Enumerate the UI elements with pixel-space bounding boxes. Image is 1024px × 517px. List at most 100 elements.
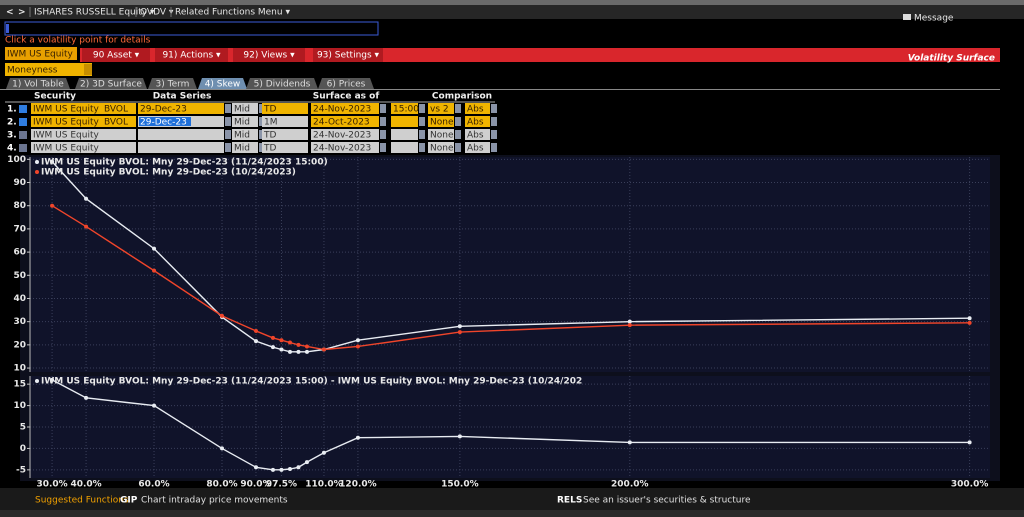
field-value[interactable]: BVOL	[104, 105, 128, 115]
data-point[interactable]	[287, 340, 292, 345]
data-point[interactable]	[457, 324, 462, 329]
data-point[interactable]	[220, 446, 224, 451]
data-point[interactable]	[253, 465, 258, 470]
field-value[interactable]: None	[430, 144, 454, 154]
tab[interactable]	[75, 78, 147, 89]
field-value[interactable]: 24-Nov-2023	[313, 105, 371, 115]
data-point[interactable]	[287, 467, 292, 471]
data-point[interactable]	[50, 377, 55, 382]
field-value[interactable]: TD	[263, 144, 276, 154]
function-desc[interactable]: See an issuer's securities & structure	[583, 496, 751, 506]
menu-button-label[interactable]: 90 Asset ▾	[93, 51, 140, 61]
data-point[interactable]	[304, 344, 309, 349]
field-drop[interactable]	[419, 130, 425, 139]
field[interactable]	[391, 129, 418, 140]
field[interactable]	[311, 103, 379, 114]
data-point[interactable]	[304, 349, 309, 354]
data-point[interactable]	[296, 349, 301, 354]
row-checkbox[interactable]	[19, 131, 27, 139]
field[interactable]	[102, 116, 136, 127]
field[interactable]	[465, 129, 490, 140]
field[interactable]	[465, 116, 490, 127]
field[interactable]	[465, 142, 490, 153]
field-drop[interactable]	[419, 143, 425, 152]
field-value[interactable]: 24-Oct-2023	[313, 118, 370, 128]
field[interactable]	[465, 103, 490, 114]
field[interactable]	[232, 116, 258, 127]
field-value[interactable]: 29-Dec-23	[140, 105, 187, 115]
field[interactable]	[31, 129, 102, 140]
field-drop[interactable]	[380, 117, 386, 126]
field[interactable]	[428, 116, 454, 127]
field-value[interactable]: 1M	[264, 118, 278, 128]
data-point[interactable]	[84, 395, 89, 400]
tab-label[interactable]: 1) Vol Table	[12, 80, 64, 90]
menu-button[interactable]	[313, 48, 383, 62]
field-drop[interactable]	[380, 130, 386, 139]
field[interactable]	[262, 116, 308, 127]
field-value[interactable]: Abs	[467, 131, 484, 141]
data-point[interactable]	[270, 345, 275, 350]
field-value[interactable]: IWM US Equity	[33, 131, 99, 141]
field[interactable]	[428, 129, 454, 140]
field-drop[interactable]	[225, 104, 231, 113]
data-point[interactable]	[84, 196, 89, 201]
data-point[interactable]	[457, 434, 462, 439]
field[interactable]	[31, 116, 102, 127]
data-point[interactable]	[152, 403, 157, 408]
data-point[interactable]	[967, 440, 972, 445]
field-value[interactable]: Mid	[234, 131, 250, 141]
toolbar-item[interactable]: ISHARES RUSSELL Equity ▾	[34, 8, 155, 18]
field[interactable]	[391, 142, 418, 153]
field-drop[interactable]	[455, 117, 461, 126]
field-drop[interactable]	[380, 104, 386, 113]
field-drop[interactable]	[380, 143, 386, 152]
data-point[interactable]	[296, 465, 301, 470]
field-value[interactable]: vs 2	[430, 105, 449, 115]
data-point[interactable]	[287, 349, 292, 354]
tab-label[interactable]: 5) Dividends	[254, 80, 311, 90]
field-value[interactable]: 29-Dec-23	[140, 118, 187, 128]
data-point[interactable]	[321, 347, 326, 352]
field[interactable]	[262, 129, 308, 140]
menu-button-label[interactable]: 92) Views ▾	[243, 51, 295, 61]
tab[interactable]	[198, 78, 247, 89]
field-value[interactable]: Abs	[467, 144, 484, 154]
field-drop[interactable]	[491, 130, 497, 139]
field[interactable]	[262, 103, 308, 114]
data-point[interactable]	[279, 467, 284, 472]
field-value[interactable]: IWM US Equity	[33, 105, 99, 115]
message[interactable]: Message	[914, 14, 954, 24]
data-point[interactable]	[355, 338, 360, 343]
field-value[interactable]: None	[430, 118, 454, 128]
data-point[interactable]	[84, 224, 89, 229]
data-point[interactable]	[627, 319, 632, 324]
field[interactable]	[311, 142, 379, 153]
data-point[interactable]	[355, 435, 360, 440]
field-value[interactable]: IWM US Equity	[33, 118, 99, 128]
field[interactable]	[311, 116, 379, 127]
field-value[interactable]: Mid	[234, 118, 250, 128]
data-point[interactable]	[627, 323, 632, 328]
tab[interactable]	[6, 78, 70, 89]
field-value[interactable]: TD	[263, 105, 276, 115]
field-value[interactable]: Mid	[234, 105, 250, 115]
menu-button-label[interactable]: 93) Settings ▾	[317, 51, 380, 61]
field-value[interactable]: 24-Nov-2023	[313, 144, 371, 154]
data-point[interactable]	[253, 328, 258, 333]
field[interactable]	[31, 103, 102, 114]
field-drop[interactable]	[455, 143, 461, 152]
field[interactable]	[138, 103, 224, 114]
function-desc[interactable]: Chart intraday price movements	[141, 496, 288, 506]
data-point[interactable]	[279, 347, 284, 352]
field[interactable]	[428, 103, 454, 114]
field-value[interactable]: TD	[263, 131, 276, 141]
field-drop[interactable]	[491, 117, 497, 126]
menu-button-label[interactable]: 91) Actions ▾	[162, 51, 221, 61]
field-value[interactable]: 15:00	[393, 105, 419, 115]
field-value[interactable]: 24-Nov-2023	[313, 131, 371, 141]
data-point[interactable]	[296, 342, 301, 347]
field[interactable]	[138, 142, 224, 153]
data-point[interactable]	[270, 335, 275, 340]
field[interactable]	[232, 129, 258, 140]
